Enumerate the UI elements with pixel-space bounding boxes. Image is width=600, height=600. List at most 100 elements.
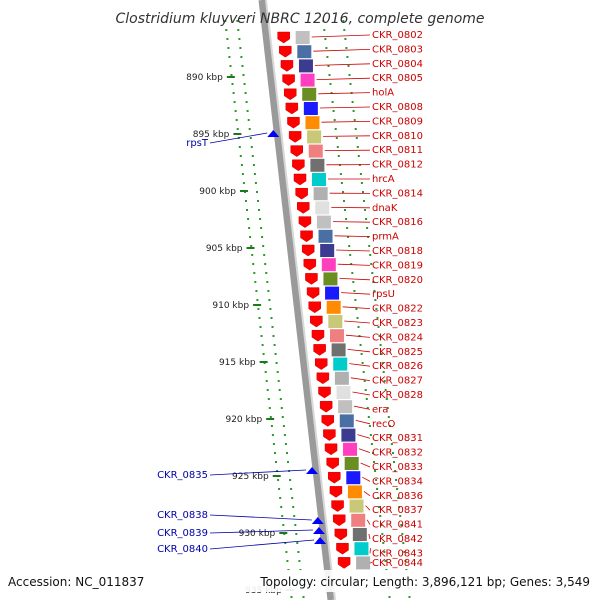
gene-label[interactable]: CKR_0833 (372, 462, 423, 473)
gene-label[interactable]: CKR_0834 (372, 476, 423, 487)
cog-box (302, 87, 317, 101)
cog-box (300, 73, 315, 87)
gene-label[interactable]: CKR_0841 (372, 520, 423, 531)
gene-label[interactable]: CKR_0818 (372, 246, 423, 257)
track-dot (252, 164, 255, 166)
gene-label[interactable]: CKR_0840 (157, 544, 208, 555)
track-dot (350, 263, 353, 265)
leader-line (321, 121, 371, 123)
track-dot (267, 290, 270, 292)
gene-label[interactable]: CKR_0805 (372, 73, 423, 84)
leader-lines (209, 34, 373, 564)
gene-label[interactable]: CKR_0828 (372, 390, 423, 401)
track-dot (392, 452, 394, 454)
track-dot (342, 191, 344, 193)
gene-label[interactable]: CKR_0816 (372, 217, 423, 228)
gene-label[interactable]: CKR_0825 (372, 347, 423, 358)
gene-label[interactable]: CKR_0812 (372, 160, 423, 171)
gene-label[interactable]: holA (372, 88, 394, 99)
track-dot (361, 362, 364, 364)
cog-box (339, 414, 354, 428)
cog-box (331, 343, 346, 357)
leader-line (341, 292, 371, 295)
gene-label[interactable]: CKR_0824 (372, 332, 423, 343)
forward-gene-arrow (329, 486, 343, 498)
track-dot (225, 29, 228, 31)
track-dot (245, 101, 248, 103)
gene-label[interactable]: CKR_0844 (372, 558, 423, 569)
gene-label[interactable]: CKR_0823 (372, 318, 423, 329)
track-dot (332, 110, 335, 112)
track-dot (290, 596, 293, 598)
gene-label[interactable]: CKR_0832 (372, 448, 423, 459)
track-dot (270, 317, 273, 319)
leader-line (369, 562, 373, 564)
gene-label[interactable]: CKR_0826 (372, 361, 423, 372)
track-dot (327, 65, 330, 67)
track-dot (248, 128, 251, 130)
track-dot (343, 200, 345, 202)
gene-label[interactable]: dnaK (372, 203, 398, 214)
gene-label[interactable]: CKR_0810 (372, 131, 423, 142)
gene-label[interactable]: CKR_0808 (372, 102, 423, 113)
gene-label[interactable]: rpsT (186, 138, 209, 149)
track-dot (354, 128, 357, 130)
track-dot (270, 425, 273, 427)
track-dot (245, 200, 247, 202)
gene-label[interactable]: era (372, 404, 388, 415)
track-dot (326, 56, 329, 58)
forward-gene-arrow (336, 542, 349, 555)
track-dot (364, 209, 366, 211)
gene-label[interactable]: CKR_0836 (372, 491, 423, 502)
track-dot (268, 407, 271, 409)
forward-gene-arrow (279, 45, 292, 58)
gene-label[interactable]: CKR_0811 (372, 145, 423, 156)
gene-label[interactable]: CKR_0819 (372, 260, 423, 271)
gene-label[interactable]: CKR_0814 (372, 188, 423, 199)
gene-label[interactable]: CKR_0842 (372, 534, 423, 545)
track-dot (384, 389, 387, 391)
track-dot (384, 560, 387, 562)
track-dot (227, 47, 230, 49)
gene-label[interactable]: CKR_0831 (372, 433, 423, 444)
track-dot (254, 281, 257, 283)
leader-line (313, 49, 371, 52)
gene-label[interactable]: hrcA (372, 174, 395, 185)
leader-line (337, 263, 371, 266)
track-dot (358, 335, 361, 337)
gene-label[interactable]: rpsU (372, 289, 395, 300)
track-dot (367, 236, 370, 238)
gene-label[interactable]: CKR_0838 (157, 510, 208, 521)
gene-label[interactable]: CKR_0803 (372, 44, 423, 55)
gene-label[interactable]: CKR_0809 (372, 116, 423, 127)
forward-gene-arrow (292, 159, 305, 172)
track-dot (275, 461, 277, 463)
gene-label[interactable]: CKR_0843 (372, 548, 423, 559)
track-dot (362, 191, 364, 193)
track-dot (274, 353, 277, 355)
gene-label[interactable]: CKR_0835 (157, 470, 208, 481)
track-dot (363, 200, 365, 202)
track-dot (287, 461, 289, 463)
track-dot (378, 506, 381, 508)
track-dot (267, 398, 270, 400)
track-dot (370, 263, 373, 265)
gene-label[interactable]: CKR_0802 (372, 30, 423, 41)
track-dot (375, 479, 378, 481)
track-dot (370, 443, 373, 445)
leader-line (323, 135, 371, 137)
track-dot (352, 281, 355, 283)
gene-label[interactable]: recO (372, 419, 396, 430)
gene-label[interactable]: CKR_0822 (372, 304, 423, 315)
gene-label[interactable]: CKR_0827 (372, 376, 423, 387)
gene-label[interactable]: CKR_0804 (372, 59, 423, 70)
gene-label[interactable]: CKR_0820 (372, 275, 423, 286)
leader-line (209, 469, 307, 476)
gene-label[interactable]: CKR_0837 (372, 505, 423, 516)
track-dot (359, 344, 362, 346)
gene-label[interactable]: CKR_0839 (157, 528, 208, 539)
genome-backbone (258, 0, 335, 600)
track-dot (336, 146, 339, 148)
gene-label[interactable]: prmA (372, 232, 399, 243)
